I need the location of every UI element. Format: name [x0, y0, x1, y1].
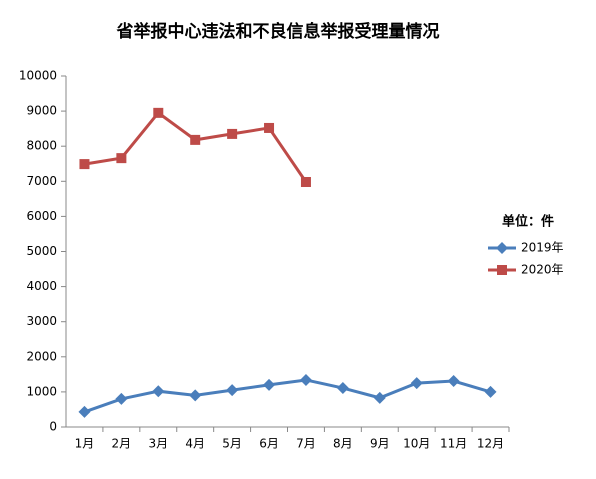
x-tick-label: 8月 — [333, 437, 353, 451]
y-tick-label: 4000 — [26, 279, 57, 293]
x-tick-label: 7月 — [296, 437, 316, 451]
marker — [116, 153, 127, 164]
x-tick-label: 4月 — [185, 437, 205, 451]
x-tick-label: 9月 — [370, 437, 390, 451]
marker — [227, 128, 238, 139]
y-tick-label: 7000 — [26, 174, 57, 188]
marker — [226, 384, 239, 397]
marker — [300, 177, 311, 188]
y-tick-label: 6000 — [26, 209, 57, 223]
y-tick-label: 9000 — [26, 104, 57, 118]
marker — [189, 389, 202, 402]
y-tick-label: 1000 — [26, 384, 57, 398]
x-tick-label: 5月 — [222, 437, 242, 451]
y-tick-label: 5000 — [26, 244, 57, 258]
marker — [263, 378, 276, 391]
y-tick-label: 0 — [49, 420, 57, 434]
marker — [190, 134, 201, 145]
x-tick-label: 10月 — [403, 437, 430, 451]
legend-label: 2019年 — [521, 241, 564, 255]
marker — [152, 385, 165, 398]
marker — [496, 242, 508, 254]
marker — [447, 375, 460, 388]
y-tick-label: 2000 — [26, 349, 57, 363]
x-tick-label: 2月 — [112, 437, 132, 451]
y-tick-label: 3000 — [26, 314, 57, 328]
y-tick-label: 10000 — [19, 69, 57, 83]
y-tick-label: 8000 — [26, 139, 57, 153]
marker — [264, 122, 275, 133]
marker — [299, 373, 312, 386]
chart-title: 省举报中心违法和不良信息举报受理量情况 — [116, 21, 440, 42]
legend-title: 单位：件 — [502, 214, 554, 230]
x-tick-label: 6月 — [259, 437, 279, 451]
marker — [78, 405, 91, 418]
marker — [410, 377, 423, 390]
marker — [484, 385, 497, 398]
x-tick-label: 3月 — [148, 437, 168, 451]
legend-label: 2020年 — [521, 263, 564, 277]
marker — [373, 391, 386, 404]
marker — [79, 159, 90, 170]
x-tick-label: 12月 — [477, 437, 504, 451]
marker — [497, 265, 507, 275]
x-tick-label: 1月 — [75, 437, 95, 451]
series-line — [83, 378, 491, 414]
marker — [115, 392, 128, 405]
marker — [336, 382, 349, 395]
marker — [153, 107, 164, 118]
x-tick-label: 11月 — [440, 437, 467, 451]
